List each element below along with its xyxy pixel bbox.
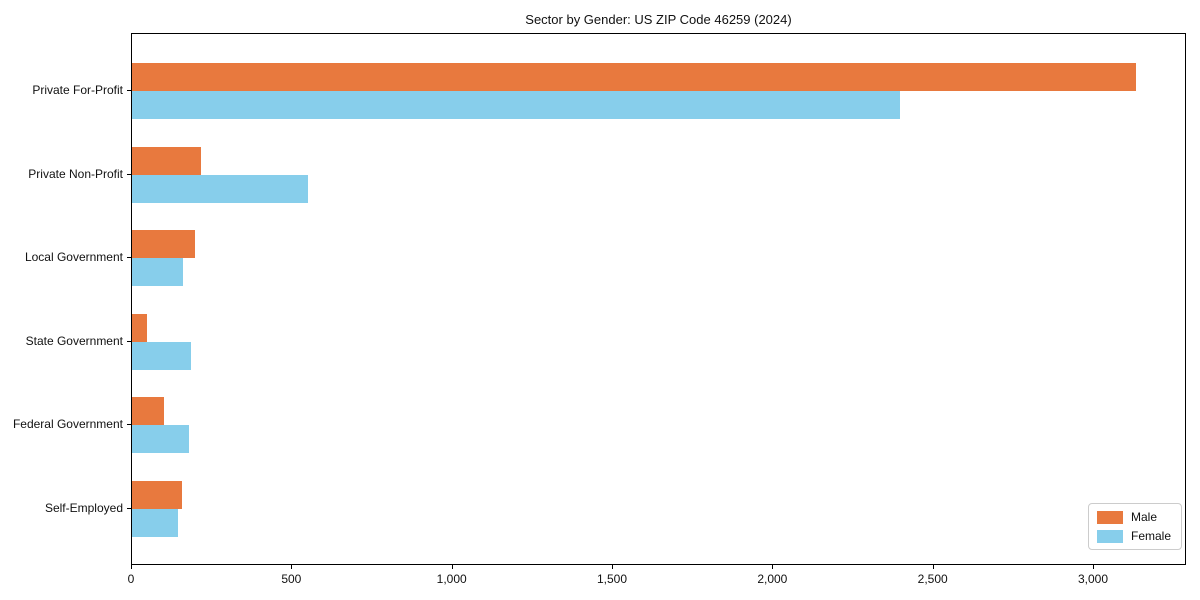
y-tick <box>127 508 131 509</box>
plot-area <box>131 33 1186 565</box>
bar-male-federal-government <box>132 397 165 426</box>
bar-female-local-government <box>132 258 183 287</box>
x-tick <box>1093 565 1094 569</box>
legend-label-female: Female <box>1130 529 1171 543</box>
legend: Male Female <box>1087 503 1182 550</box>
y-tick-label: Federal Government <box>12 417 123 432</box>
bar-female-state-government <box>132 341 192 370</box>
y-tick <box>127 257 131 259</box>
x-tick-label: 1,500 <box>596 572 628 586</box>
legend-swatch-female <box>1096 529 1123 543</box>
x-tick <box>131 565 132 569</box>
y-tick <box>127 173 131 175</box>
bar-male-self-employed <box>132 481 182 509</box>
bar-male-private-for-profit <box>132 63 1136 91</box>
x-tick-label: 1,000 <box>436 572 467 586</box>
legend-item-female: Female <box>1096 529 1171 543</box>
y-tick-label: Private Non-Profit <box>28 166 123 181</box>
legend-label-male: Male <box>1130 510 1157 524</box>
legend-item-male: Male <box>1096 510 1171 524</box>
bar-male-state-government <box>132 313 148 342</box>
y-tick-label: Private For-Profit <box>32 83 123 97</box>
y-tick-label: Self-Employed <box>44 501 123 515</box>
x-tick <box>612 565 613 569</box>
bar-male-private-non-profit <box>132 146 201 175</box>
x-tick <box>291 565 293 569</box>
x-tick-label: 3,000 <box>1077 572 1109 586</box>
x-tick-label: 2,000 <box>757 572 788 586</box>
bar-female-private-for-profit <box>132 91 900 119</box>
bar-male-local-government <box>132 230 196 259</box>
y-tick-label: Local Government <box>24 250 123 265</box>
legend-swatch-male <box>1096 510 1123 524</box>
bar-female-federal-government <box>132 425 190 454</box>
y-tick <box>127 90 131 91</box>
x-tick <box>772 565 774 569</box>
bar-female-private-non-profit <box>132 174 309 203</box>
y-tick-label: State Government <box>25 333 123 348</box>
chart-title: Sector by Gender: US ZIP Code 46259 (202… <box>525 12 792 27</box>
bar-female-self-employed <box>132 509 178 537</box>
x-tick-label: 500 <box>281 572 302 586</box>
x-tick-label: 2,500 <box>917 572 948 586</box>
y-tick <box>127 340 131 342</box>
x-tick <box>932 565 934 569</box>
x-tick-label: 0 <box>127 572 135 586</box>
x-tick <box>451 565 453 569</box>
y-tick <box>127 424 131 426</box>
